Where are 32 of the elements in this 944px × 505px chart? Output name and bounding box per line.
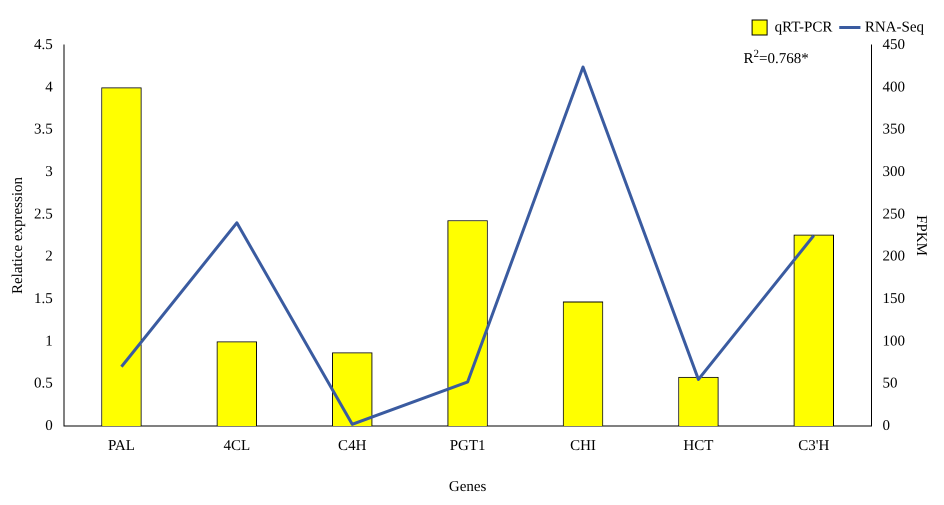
- x-axis-title: Genes: [448, 478, 487, 495]
- y-axis-title: Relatice expression: [10, 176, 26, 294]
- y-tick-label: 1.5: [34, 290, 53, 307]
- legend-label: RNA-Seq: [864, 19, 924, 36]
- y2-tick-label: 0: [882, 418, 890, 434]
- y-tick-label: 2.5: [34, 206, 53, 222]
- y2-tick-label: 400: [882, 79, 905, 96]
- y-tick-label: 3.5: [34, 122, 53, 138]
- y-tick-label: 3: [45, 164, 53, 180]
- y2-tick-label: 50: [882, 376, 898, 392]
- x-tick-label: PAL: [108, 438, 135, 454]
- y2-tick-label: 200: [882, 248, 905, 265]
- y-tick-label: 4: [45, 79, 54, 96]
- y-tick-label: 4.5: [34, 36, 53, 53]
- x-tick-label: C3'H: [798, 438, 830, 454]
- legend-label: qRT-PCR: [774, 19, 832, 36]
- y2-tick-label: 250: [882, 206, 905, 222]
- y2-axis-title: FPKM: [913, 215, 930, 256]
- x-tick-label: HCT: [683, 438, 714, 454]
- x-tick-label: C4H: [338, 438, 367, 454]
- y-tick-label: 2: [45, 248, 53, 265]
- y2-tick-label: 350: [882, 122, 905, 138]
- y2-tick-label: 450: [882, 36, 905, 53]
- y-tick-label: 1: [45, 333, 53, 350]
- x-tick-label: 4CL: [224, 438, 250, 454]
- y2-tick-label: 150: [882, 290, 905, 307]
- y-tick-label: 0: [45, 418, 53, 434]
- y-tick-label: 0.5: [34, 376, 53, 392]
- x-tick-label: PGT1: [450, 438, 486, 454]
- y2-tick-label: 100: [882, 333, 905, 350]
- x-tick-label: CHI: [570, 438, 596, 454]
- y2-tick-label: 300: [882, 164, 905, 180]
